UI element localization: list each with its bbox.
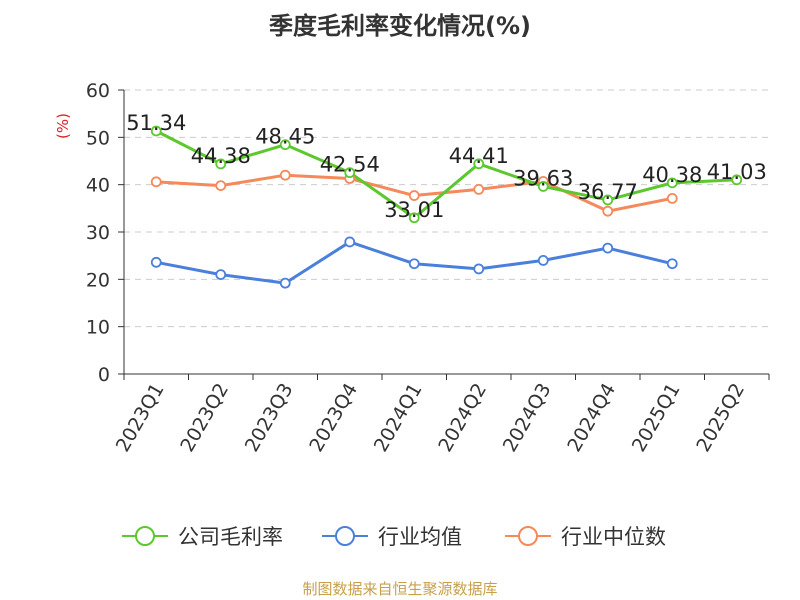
y-axis-unit: (%) xyxy=(54,113,72,139)
data-point xyxy=(537,181,549,192)
data-point xyxy=(537,254,549,266)
data-point xyxy=(150,256,162,268)
legend-label: 行业均值 xyxy=(378,525,462,549)
y-tick-label: 10 xyxy=(86,317,110,339)
data-label: 33.01 xyxy=(384,198,444,222)
y-tick-label: 0 xyxy=(98,364,110,386)
data-label: 42.54 xyxy=(320,153,380,177)
data-point xyxy=(215,269,227,281)
data-point xyxy=(408,212,420,224)
legend: 公司毛利率 行业均值 行业中位数 xyxy=(122,525,666,549)
y-tick-label: 60 xyxy=(86,80,110,102)
data-label: 36.77 xyxy=(578,180,638,204)
data-point xyxy=(279,277,291,289)
y-tick-label: 30 xyxy=(86,222,110,244)
data-label: 51.34 xyxy=(126,111,186,135)
data-point xyxy=(279,139,291,151)
legend-label: 公司毛利率 xyxy=(178,525,283,549)
x-tick-label: 2024Q1 xyxy=(370,380,427,456)
x-tick-label: 2023Q2 xyxy=(176,380,233,456)
chart-title: 季度毛利率变化情况(%) xyxy=(269,12,531,40)
data-point xyxy=(602,205,614,217)
legend-marker xyxy=(135,526,155,546)
data-point xyxy=(666,177,678,189)
data-point xyxy=(408,190,420,201)
source-note: 制图数据来自恒生聚源数据库 xyxy=(302,580,498,598)
legend-marker xyxy=(335,526,355,546)
data-label: 39.63 xyxy=(513,166,573,190)
data-point xyxy=(473,158,485,170)
data-point xyxy=(150,176,162,188)
data-point xyxy=(279,169,291,181)
data-point xyxy=(602,194,614,206)
y-tick-label: 50 xyxy=(86,127,110,149)
x-tick-label: 2023Q4 xyxy=(305,380,362,456)
data-label: 48.45 xyxy=(255,125,315,149)
x-tick-label: 2025Q1 xyxy=(628,380,685,456)
legend-item: 公司毛利率 xyxy=(122,525,283,549)
data-label: 40.38 xyxy=(642,163,702,187)
series-points xyxy=(150,125,743,289)
data-point xyxy=(215,180,227,192)
data-point xyxy=(731,174,743,186)
data-point xyxy=(408,258,420,270)
data-point xyxy=(666,192,678,204)
data-label: 44.38 xyxy=(191,144,251,168)
series-line-0 xyxy=(155,129,737,220)
data-point xyxy=(666,258,678,270)
x-tick-label: 2023Q1 xyxy=(112,380,169,456)
y-tick-label: 40 xyxy=(86,175,110,197)
legend-item: 行业均值 xyxy=(322,525,462,549)
data-label: 44.41 xyxy=(449,144,509,168)
data-point xyxy=(215,158,227,170)
data-point xyxy=(602,242,614,254)
data-point xyxy=(473,263,485,275)
x-tick-label: 2024Q4 xyxy=(563,380,620,456)
x-tick-label: 2024Q3 xyxy=(499,380,556,456)
legend-item: 行业中位数 xyxy=(505,525,666,549)
legend-label: 行业中位数 xyxy=(561,525,666,549)
data-point xyxy=(344,236,356,248)
y-tick-label: 20 xyxy=(86,269,110,291)
x-tick-label: 2025Q2 xyxy=(692,380,749,456)
data-point xyxy=(344,167,356,179)
grid-lines xyxy=(124,89,769,328)
legend-marker xyxy=(518,526,538,546)
data-point xyxy=(150,125,162,137)
data-point xyxy=(473,183,485,195)
data-label: 41.03 xyxy=(707,160,767,184)
x-tick-label: 2024Q2 xyxy=(434,380,491,456)
x-tick-label: 2023Q3 xyxy=(241,380,298,456)
